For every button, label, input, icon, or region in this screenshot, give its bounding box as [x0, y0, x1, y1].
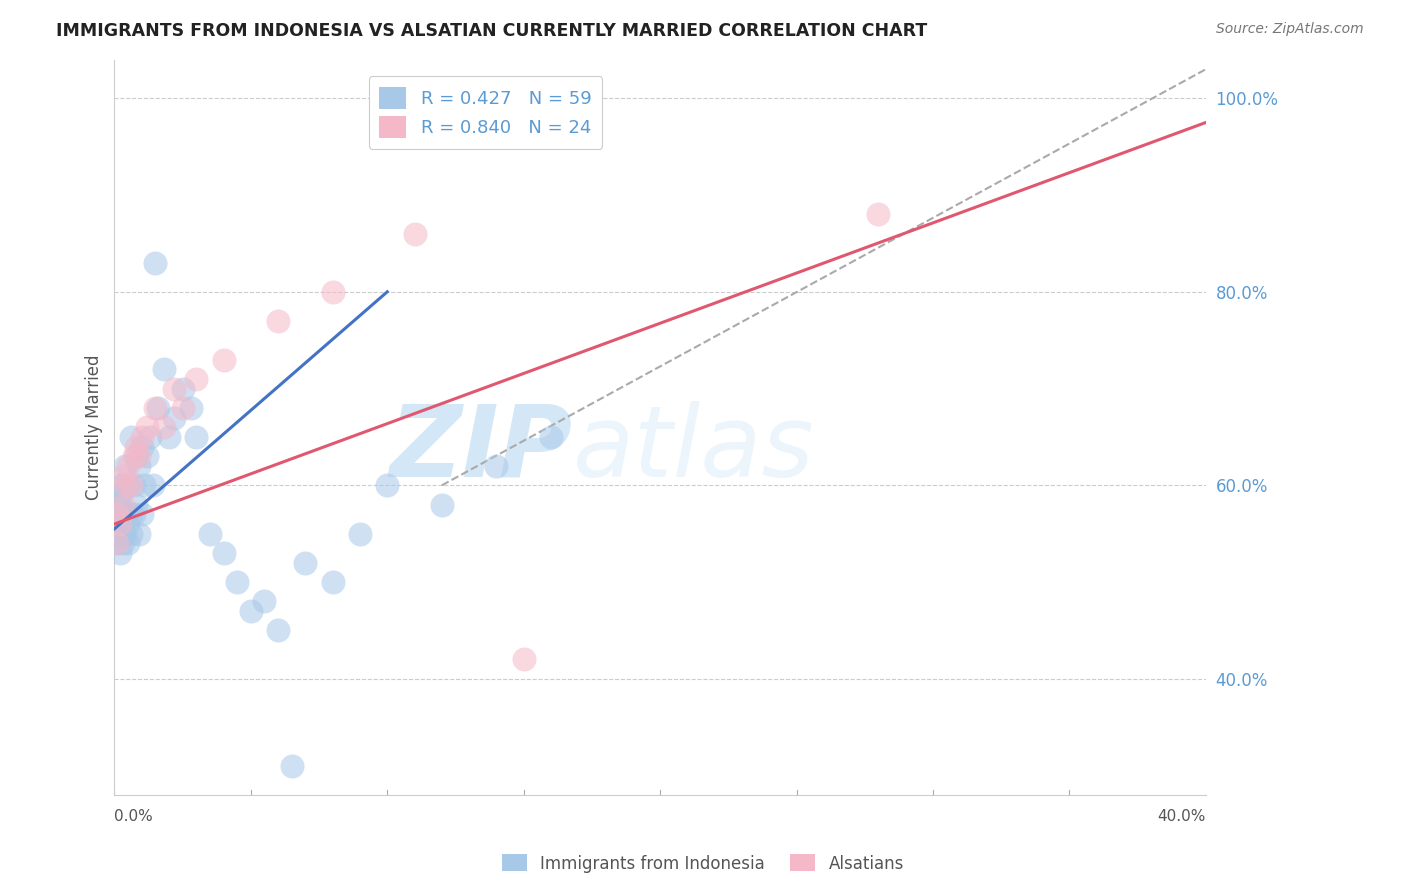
Point — [128, 450, 150, 464]
Point — [136, 420, 159, 434]
Point — [120, 526, 142, 541]
Point — [226, 575, 249, 590]
Point — [108, 516, 131, 531]
Point — [125, 498, 148, 512]
Point — [131, 508, 153, 522]
Point — [105, 508, 128, 522]
Point — [485, 458, 508, 473]
Point — [375, 478, 398, 492]
Text: Source: ZipAtlas.com: Source: ZipAtlas.com — [1216, 22, 1364, 37]
Point — [281, 759, 304, 773]
Point — [108, 546, 131, 560]
Point — [105, 536, 128, 550]
Point — [114, 526, 136, 541]
Point — [128, 526, 150, 541]
Point — [108, 516, 131, 531]
Point — [143, 256, 166, 270]
Point — [120, 508, 142, 522]
Point — [111, 498, 134, 512]
Point — [540, 430, 562, 444]
Point — [111, 526, 134, 541]
Point — [136, 450, 159, 464]
Legend: Immigrants from Indonesia, Alsatians: Immigrants from Indonesia, Alsatians — [495, 847, 911, 880]
Text: atlas: atlas — [572, 401, 814, 498]
Text: 40.0%: 40.0% — [1157, 809, 1206, 824]
Point — [117, 478, 139, 492]
Point — [108, 488, 131, 502]
Point — [172, 401, 194, 415]
Text: IMMIGRANTS FROM INDONESIA VS ALSATIAN CURRENTLY MARRIED CORRELATION CHART: IMMIGRANTS FROM INDONESIA VS ALSATIAN CU… — [56, 22, 928, 40]
Point — [212, 352, 235, 367]
Point — [125, 450, 148, 464]
Point — [105, 516, 128, 531]
Point — [186, 430, 208, 444]
Point — [114, 458, 136, 473]
Point — [142, 478, 165, 492]
Point — [122, 478, 145, 492]
Point — [108, 498, 131, 512]
Point — [294, 556, 316, 570]
Point — [117, 458, 139, 473]
Point — [198, 526, 221, 541]
Point — [111, 536, 134, 550]
Point — [125, 440, 148, 454]
Point — [108, 478, 131, 492]
Point — [111, 478, 134, 492]
Point — [105, 536, 128, 550]
Point — [868, 207, 890, 221]
Point — [322, 575, 344, 590]
Point — [239, 604, 262, 618]
Point — [105, 526, 128, 541]
Point — [349, 526, 371, 541]
Point — [512, 652, 534, 666]
Point — [105, 508, 128, 522]
Point — [105, 498, 128, 512]
Point — [114, 508, 136, 522]
Point — [152, 420, 174, 434]
Point — [163, 382, 186, 396]
Point — [143, 401, 166, 415]
Point — [122, 508, 145, 522]
Point — [108, 508, 131, 522]
Point — [111, 516, 134, 531]
Point — [163, 410, 186, 425]
Point — [117, 516, 139, 531]
Text: 0.0%: 0.0% — [114, 809, 153, 824]
Point — [267, 314, 290, 328]
Point — [131, 430, 153, 444]
Point — [404, 227, 426, 241]
Point — [120, 430, 142, 444]
Point — [120, 478, 142, 492]
Point — [131, 440, 153, 454]
Point — [267, 624, 290, 638]
Point — [128, 458, 150, 473]
Point — [139, 430, 162, 444]
Point — [111, 468, 134, 483]
Point — [322, 285, 344, 299]
Y-axis label: Currently Married: Currently Married — [86, 354, 103, 500]
Point — [114, 478, 136, 492]
Text: ZIP: ZIP — [389, 401, 572, 498]
Point — [212, 546, 235, 560]
Point — [111, 508, 134, 522]
Point — [117, 536, 139, 550]
Point — [172, 382, 194, 396]
Point — [134, 478, 156, 492]
Point — [430, 498, 453, 512]
Point — [253, 594, 276, 608]
Point — [186, 372, 208, 386]
Point — [152, 362, 174, 376]
Point — [122, 450, 145, 464]
Point — [146, 401, 169, 415]
Legend: R = 0.427   N = 59, R = 0.840   N = 24: R = 0.427 N = 59, R = 0.840 N = 24 — [368, 76, 602, 149]
Point — [180, 401, 202, 415]
Point — [157, 430, 180, 444]
